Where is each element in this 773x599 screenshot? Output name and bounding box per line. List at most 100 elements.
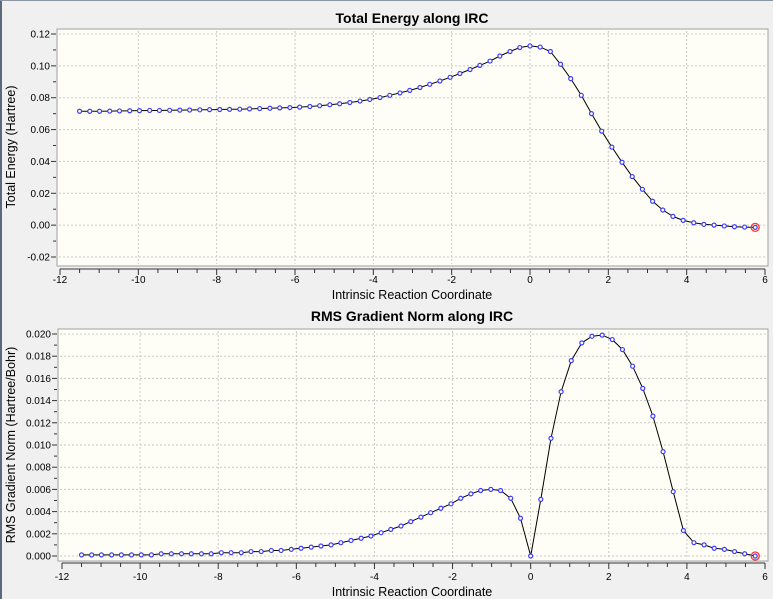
data-point — [218, 550, 224, 556]
data-point — [367, 96, 373, 103]
data-point — [288, 546, 294, 552]
data-point — [178, 551, 185, 557]
data-point — [78, 552, 85, 558]
data-point — [649, 198, 656, 204]
data-point — [731, 224, 738, 230]
plot-area — [56, 28, 769, 267]
data-point — [168, 551, 174, 557]
data-point — [357, 98, 363, 104]
data-point — [267, 105, 273, 111]
data-point — [660, 449, 666, 455]
data-point — [629, 173, 635, 180]
x-tick-label: 6 — [762, 572, 768, 583]
window-edge-top — [0, 0, 773, 1]
data-point — [448, 501, 454, 507]
data-point — [277, 105, 283, 111]
data-point — [742, 551, 748, 557]
data-point — [458, 495, 464, 501]
data-point — [407, 87, 413, 93]
data-point — [640, 385, 646, 391]
data-point — [680, 527, 686, 534]
data-point — [517, 515, 524, 521]
x-tick-label: 6 — [762, 275, 768, 286]
x-tick-label: 0 — [528, 572, 534, 583]
data-point — [478, 487, 484, 494]
current-point-marker — [750, 551, 760, 561]
data-point — [731, 548, 738, 555]
data-point — [109, 552, 115, 558]
data-point — [528, 553, 534, 559]
data-point — [188, 551, 194, 557]
data-point — [347, 99, 353, 106]
data-point — [307, 103, 313, 110]
data-point — [468, 491, 474, 497]
data-point — [337, 101, 343, 107]
window-edge-left — [0, 0, 2, 599]
y-tick-label: 0.004 — [26, 507, 51, 518]
data-point — [408, 518, 414, 525]
y-tick-label: 0.04 — [31, 157, 51, 168]
data-point — [128, 552, 135, 558]
data-point — [226, 106, 233, 112]
x-tick-label: -10 — [133, 572, 148, 583]
data-point — [238, 550, 244, 556]
data-point — [378, 530, 384, 536]
data-point — [558, 389, 564, 395]
data-point — [568, 75, 574, 82]
y-tick-label: 0.008 — [26, 463, 51, 474]
data-point — [167, 107, 173, 113]
data-point — [398, 523, 404, 529]
data-point — [557, 61, 564, 67]
data-point — [217, 106, 223, 113]
x-tick-label: -12 — [55, 572, 70, 583]
data-point — [358, 535, 364, 541]
x-tick-label: 4 — [684, 275, 690, 286]
data-point — [497, 487, 504, 494]
data-point — [517, 44, 523, 51]
y-axis-label-gradient: RMS Gradient Norm (Hartree/Bohr) — [4, 347, 18, 544]
y-tick-label: 0.018 — [26, 352, 51, 363]
data-point — [377, 94, 383, 101]
data-point — [87, 108, 93, 114]
data-point — [701, 221, 707, 227]
x-tick-label: 2 — [606, 275, 612, 286]
data-point — [317, 103, 323, 109]
data-point — [417, 84, 423, 91]
data-point — [447, 74, 453, 80]
data-point — [208, 551, 214, 557]
data-point — [467, 66, 473, 73]
y-tick-label: 0.010 — [26, 441, 51, 452]
data-point — [118, 552, 124, 558]
data-point — [237, 106, 243, 112]
energy-plot: 0.12 0.10 0.08 0.06 0.04 0.02 0.00 -0.02-12 -10 -… — [27, 28, 769, 286]
data-point — [527, 43, 533, 49]
data-point — [619, 346, 626, 353]
y-tick-label: 0.014 — [26, 396, 51, 407]
x-tick-label: -4 — [369, 275, 378, 286]
data-point — [599, 332, 605, 338]
x-axis-label-gradient: Intrinsic Reaction Coordinate — [332, 585, 493, 599]
data-point — [488, 486, 494, 492]
data-point — [650, 413, 656, 419]
data-point — [248, 548, 254, 555]
data-point — [98, 552, 105, 558]
data-point — [198, 551, 205, 557]
data-point — [148, 552, 155, 558]
data-point — [257, 105, 263, 112]
y-tick-label: -0.02 — [27, 253, 50, 264]
data-point — [547, 48, 553, 55]
data-point — [368, 533, 374, 539]
data-point — [609, 336, 615, 343]
x-tick-label: 4 — [684, 572, 690, 583]
x-tick-label: 0 — [527, 275, 533, 286]
data-point — [107, 108, 113, 114]
data-point — [308, 544, 314, 550]
data-point — [258, 548, 264, 555]
data-point — [418, 514, 424, 520]
data-point — [158, 551, 164, 557]
gradient-plot: 0.020 0.018 0.016 0.014 0.012 0.010 0.008 0.006… — [26, 328, 769, 583]
data-point — [76, 108, 83, 114]
data-point — [588, 111, 595, 117]
data-point — [711, 222, 717, 228]
data-point — [116, 108, 123, 114]
